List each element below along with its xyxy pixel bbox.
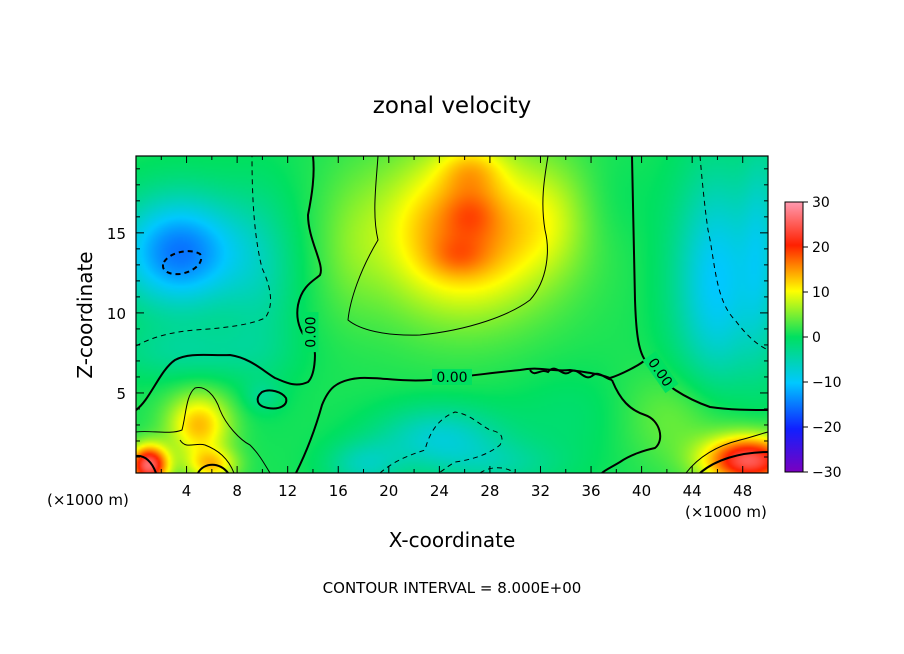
- colorbar-tick-label: −20: [812, 420, 842, 436]
- colorbar-gradient: [784, 201, 804, 473]
- contour-label-background: [432, 368, 472, 385]
- colorbar-tick-label: 30: [812, 195, 830, 211]
- colorbar-tick-label: −10: [812, 375, 842, 391]
- contour-small-bottom: [197, 463, 229, 473]
- colorbar-tick-label: 10: [812, 285, 830, 301]
- x-tick-label: 36: [581, 482, 600, 500]
- contour-eight-right: [685, 431, 768, 473]
- plot-frame: [135, 155, 769, 474]
- contour-eight-left: [136, 386, 271, 473]
- contour-neg-left: [136, 156, 272, 347]
- contour-label-text: 0.00: [436, 370, 467, 386]
- x-unit-label-left: (×1000 m): [47, 491, 129, 509]
- x-tick-label: 48: [733, 482, 752, 500]
- contour-lines: [136, 156, 768, 473]
- plot-area: 0.000.00 0.00: [135, 155, 769, 474]
- x-tick-label: 8: [232, 482, 242, 500]
- colorbar-ticks: 30 20 10 0 −10 −20 −30: [803, 195, 842, 481]
- contour-zero-center: [136, 156, 322, 411]
- chart-title: zonal velocity: [373, 93, 531, 119]
- contour-interval-note: CONTOUR INTERVAL = 8.000E+00: [323, 579, 582, 597]
- x-tick-label: 28: [480, 482, 499, 500]
- y-axis-label: Z-coordinate: [73, 251, 97, 378]
- contour-label-background: [642, 351, 679, 394]
- y-axis-ticks: 5 10 15: [107, 168, 768, 458]
- contour-zero-small: [256, 389, 288, 410]
- x-tick-label: 40: [632, 482, 651, 500]
- contour-right-bottom: [699, 451, 768, 473]
- x-unit-label-right: (×1000 m): [685, 503, 767, 521]
- y-tick-label: 15: [107, 225, 126, 243]
- contour-label: 0.00: [432, 368, 472, 386]
- contour-eight-left-inner: [179, 439, 235, 473]
- colorbar: 30 20 10 0 −10 −20 −30: [784, 195, 842, 481]
- x-tick-label: 24: [430, 482, 449, 500]
- x-tick-label: 20: [379, 482, 398, 500]
- heatmap: [136, 156, 768, 473]
- contour-wiggle: [529, 367, 613, 381]
- y-tick-label: 5: [116, 385, 126, 403]
- contour-zero-bottom: [295, 358, 768, 473]
- contour-eight-yellow: [347, 156, 549, 336]
- colorbar-tick-label: 20: [812, 240, 830, 256]
- contour-left-bottom: [136, 454, 157, 473]
- contour-label: 0.00: [302, 312, 319, 353]
- contour-zero-box: [601, 379, 662, 473]
- colorbar-tick-label: −30: [812, 465, 842, 481]
- contour-neg-ellipse: [162, 250, 203, 276]
- x-axis-ticks: 4 8 12 16 20 24 28 32 36 40 44 48: [160, 156, 752, 500]
- x-tick-label: 4: [182, 482, 192, 500]
- x-tick-label: 44: [683, 482, 702, 500]
- x-tick-label: 32: [531, 482, 550, 500]
- colorbar-tick-label: 0: [812, 330, 821, 346]
- contour-zero-right: [631, 156, 646, 361]
- contour-neg-right: [699, 156, 768, 351]
- x-axis-label: X-coordinate: [389, 528, 516, 552]
- y-tick-label: 10: [107, 305, 126, 323]
- x-tick-label: 12: [278, 482, 297, 500]
- x-tick-label: 16: [329, 482, 348, 500]
- contour-label-background: [302, 312, 319, 353]
- contour-label-text: 0.00: [303, 317, 319, 348]
- contour-labels: 0.000.00 0.00: [302, 312, 679, 394]
- contour-neg-bottom-small: [479, 467, 516, 473]
